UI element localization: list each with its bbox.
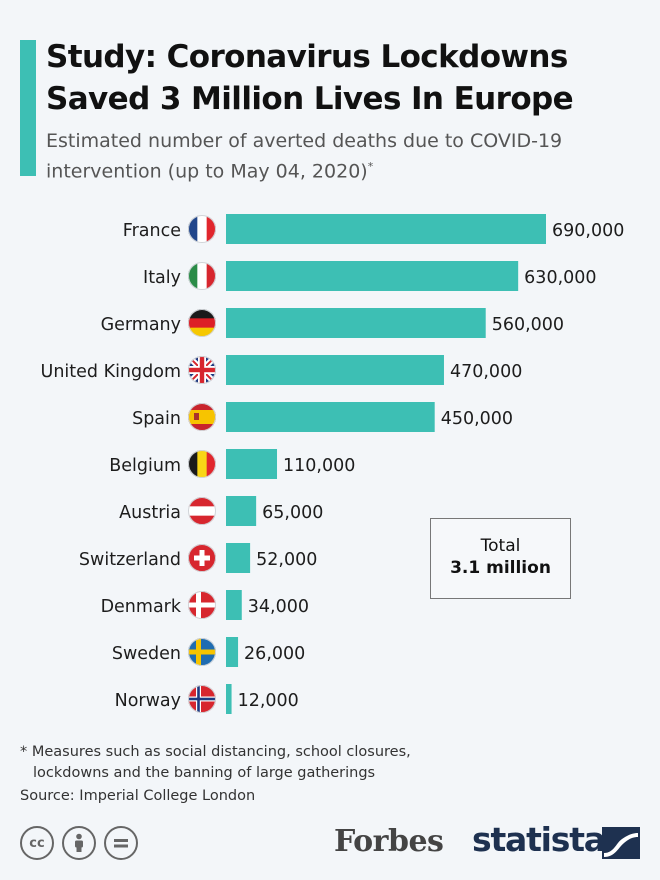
total-box: Total 3.1 million (430, 518, 571, 599)
source-text: Source: Imperial College London (20, 788, 256, 804)
value-label-switzerland: 52,000 (256, 550, 317, 570)
bar-denmark (226, 590, 242, 620)
value-label-germany: 560,000 (492, 315, 564, 335)
category-label-austria: Austria (119, 503, 181, 523)
sweden-flag-icon (188, 638, 216, 666)
page-title: Study: Coronavirus Lockdowns Saved 3 Mil… (46, 36, 646, 120)
value-label-norway: 12,000 (238, 691, 299, 711)
value-label-sweden: 26,000 (244, 644, 305, 664)
category-label-spain: Spain (132, 409, 181, 429)
forbes-logo[interactable]: Forbes (334, 824, 444, 859)
uk-flag-icon (188, 356, 216, 384)
france-flag-icon (188, 215, 216, 243)
spain-flag-icon (188, 403, 216, 431)
norway-flag-icon (188, 685, 216, 713)
category-label-switzerland: Switzerland (79, 550, 181, 570)
cc-icon[interactable]: cc (20, 826, 54, 860)
austria-flag-icon (188, 497, 216, 525)
value-label-italy: 630,000 (524, 268, 596, 288)
category-label-france: France (123, 221, 181, 241)
statista-logo[interactable]: statista (472, 820, 606, 859)
footnote: * Measures such as social distancing, sc… (20, 742, 640, 784)
italy-flag-icon (188, 262, 216, 290)
title-line-1: Study: Coronavirus Lockdowns (46, 39, 568, 75)
category-label-germany: Germany (101, 315, 181, 335)
category-label-norway: Norway (115, 691, 181, 711)
footnote-line-1: * Measures such as social distancing, sc… (20, 744, 411, 760)
category-label-belgium: Belgium (109, 456, 181, 476)
title-accent-bar (20, 40, 36, 176)
bar-sweden (226, 637, 239, 667)
title-line-2: Saved 3 Million Lives In Europe (46, 81, 574, 117)
statista-mark-icon (602, 827, 640, 859)
bar-austria (226, 496, 257, 526)
bar-united-kingdom (226, 355, 444, 385)
subtitle-footnote-mark: * (367, 160, 374, 173)
value-label-denmark: 34,000 (248, 597, 309, 617)
bar-norway (226, 684, 232, 714)
value-label-united-kingdom: 470,000 (450, 362, 522, 382)
total-value: 3.1 million (450, 558, 551, 578)
value-label-spain: 450,000 (441, 409, 513, 429)
value-label-belgium: 110,000 (283, 456, 355, 476)
subtitle-line-1: Estimated number of averted deaths due t… (46, 130, 563, 152)
germany-flag-icon (188, 309, 216, 337)
switzerland-flag-icon (188, 544, 216, 572)
value-label-france: 690,000 (552, 221, 624, 241)
bar-germany (226, 308, 486, 338)
footnote-line-2: lockdowns and the banning of large gathe… (33, 765, 376, 781)
value-label-austria: 65,000 (262, 503, 323, 523)
no-derivatives-icon[interactable] (104, 826, 138, 860)
bar-spain (226, 402, 435, 432)
denmark-flag-icon (188, 591, 216, 619)
belgium-flag-icon (188, 450, 216, 478)
bar-switzerland (226, 543, 251, 573)
category-label-italy: Italy (143, 268, 181, 288)
bar-france (226, 214, 546, 244)
license-icons: cc (20, 826, 138, 860)
category-label-sweden: Sweden (112, 644, 181, 664)
subtitle-line-2: intervention (up to May 04, 2020)* (46, 154, 626, 184)
bar-italy (226, 261, 519, 291)
category-label-united-kingdom: United Kingdom (41, 362, 181, 382)
subtitle: Estimated number of averted deaths due t… (46, 128, 626, 184)
subtitle-line-2-text: intervention (up to May 04, 2020) (46, 160, 368, 183)
attribution-icon[interactable] (62, 826, 96, 860)
bar-chart: France 690,000 Italy 630,000 Germany 560,000 U… (41, 214, 624, 714)
category-label-denmark: Denmark (101, 597, 182, 617)
bar-belgium (226, 449, 278, 479)
total-label: Total (480, 536, 521, 556)
